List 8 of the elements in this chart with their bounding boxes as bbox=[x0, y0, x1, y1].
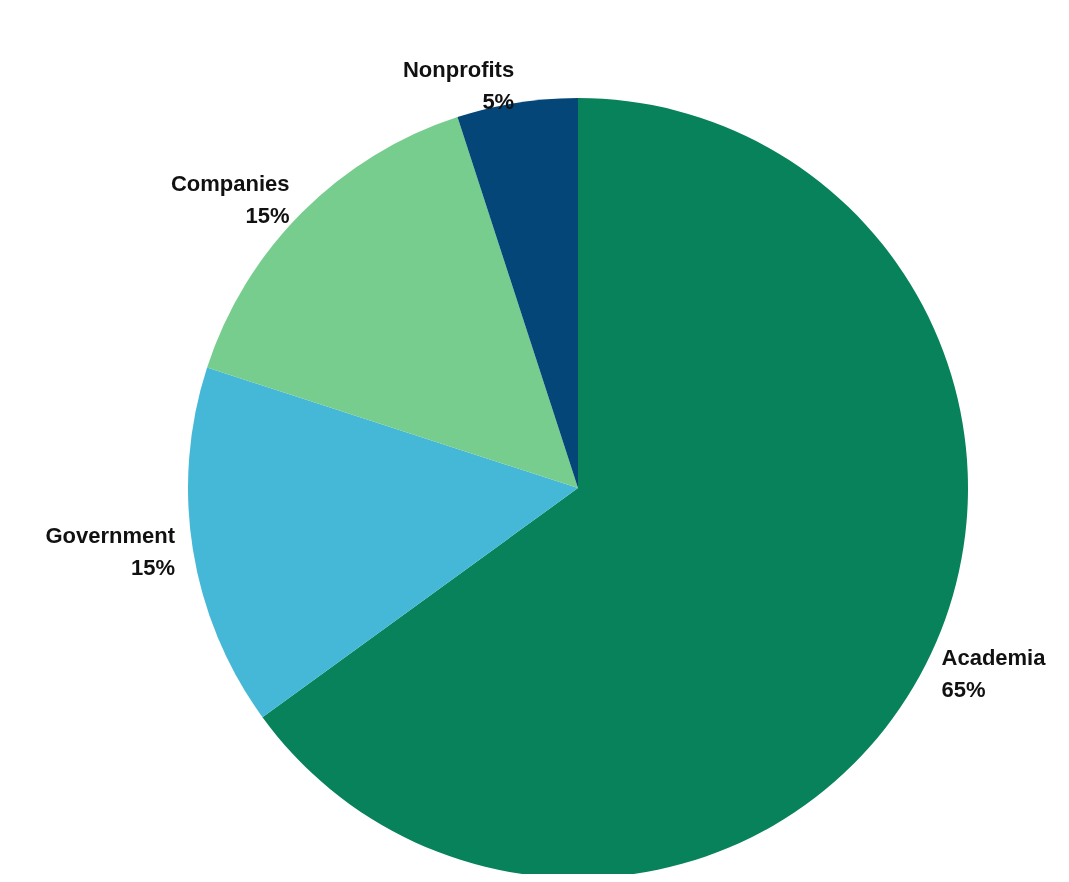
slice-label: Academia bbox=[941, 644, 1047, 670]
data-label: 5% bbox=[482, 88, 515, 114]
slice-label: Companies bbox=[170, 171, 290, 196]
data-label: 15% bbox=[130, 555, 176, 581]
slice-label: Government bbox=[45, 523, 176, 549]
slice-label: Nonprofits bbox=[402, 56, 515, 82]
data-label: 15% bbox=[245, 203, 290, 228]
data-label: 65% bbox=[941, 676, 986, 702]
